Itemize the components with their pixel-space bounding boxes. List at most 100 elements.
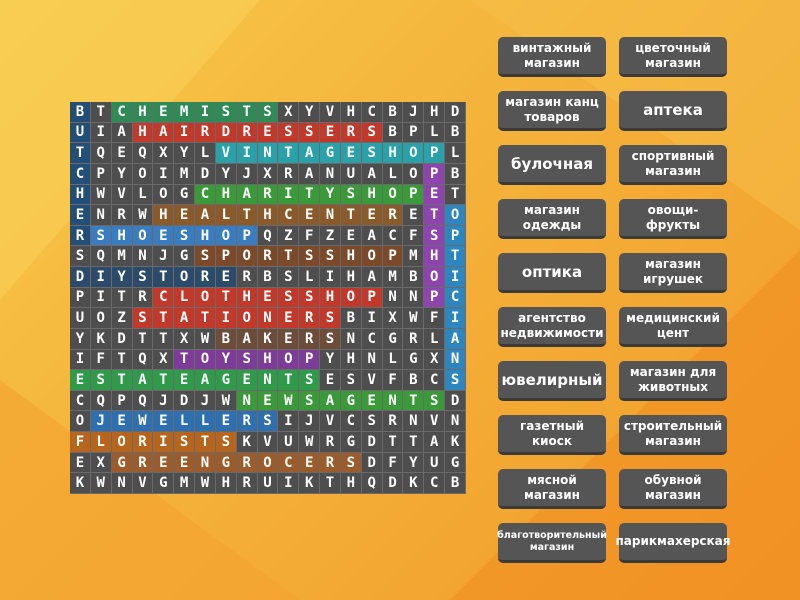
letter-cell[interactable]: A (424, 432, 446, 453)
letter-cell[interactable]: E (403, 205, 425, 226)
letter-cell[interactable]: L (299, 267, 321, 288)
letter-cell[interactable]: W (90, 184, 112, 206)
letter-cell[interactable]: B (257, 267, 279, 288)
letter-cell[interactable]: Z (320, 225, 341, 247)
letter-cell[interactable]: R (278, 163, 300, 185)
letter-cell[interactable]: S (278, 122, 300, 144)
letter-cell[interactable]: N (257, 143, 279, 164)
letter-cell[interactable]: T (153, 308, 175, 329)
letter-cell[interactable]: T (111, 349, 133, 371)
letter-cell[interactable]: W (215, 390, 237, 412)
letter-cell[interactable]: Q (361, 473, 383, 494)
letter-cell[interactable]: K (90, 328, 112, 350)
letter-cell[interactable]: Y (320, 349, 341, 371)
letter-cell[interactable]: T (153, 370, 175, 391)
letter-cell[interactable]: I (445, 308, 466, 329)
letter-cell[interactable]: O (132, 225, 154, 247)
letter-cell[interactable]: P (111, 390, 133, 412)
letter-cell[interactable]: H (236, 287, 258, 309)
word-button[interactable]: благотворительный магазин (497, 523, 607, 563)
letter-cell[interactable]: C (382, 225, 404, 247)
letter-cell[interactable]: H (132, 122, 154, 144)
letter-cell[interactable]: H (424, 246, 446, 268)
letter-cell[interactable]: E (236, 370, 258, 391)
letter-cell[interactable]: D (445, 102, 466, 123)
letter-cell[interactable]: C (424, 473, 446, 494)
letter-cell[interactable]: F (382, 370, 404, 391)
letter-cell[interactable]: P (90, 163, 112, 185)
letter-cell[interactable]: S (340, 452, 362, 474)
letter-cell[interactable]: S (299, 370, 321, 391)
letter-cell[interactable]: R (257, 184, 279, 206)
letter-cell[interactable]: E (299, 452, 321, 474)
letter-cell[interactable]: A (153, 122, 175, 144)
letter-cell[interactable]: E (320, 122, 341, 144)
letter-cell[interactable]: E (70, 452, 91, 474)
letter-cell[interactable]: H (340, 267, 362, 288)
letter-cell[interactable]: G (445, 452, 466, 474)
letter-cell[interactable]: I (278, 184, 300, 206)
letter-cell[interactable]: H (215, 473, 237, 494)
letter-cell[interactable]: F (299, 225, 321, 247)
letter-cell[interactable]: O (111, 432, 133, 453)
letter-cell[interactable]: E (361, 390, 383, 412)
letter-cell[interactable]: P (403, 122, 425, 144)
letter-cell[interactable]: T (195, 308, 216, 329)
letter-cell[interactable]: H (424, 102, 446, 123)
letter-cell[interactable]: R (236, 473, 258, 494)
letter-cell[interactable]: D (361, 432, 383, 453)
letter-cell[interactable]: Q (257, 225, 279, 247)
letter-cell[interactable]: A (195, 205, 216, 226)
letter-cell[interactable]: S (361, 411, 383, 433)
letter-cell[interactable]: X (278, 102, 300, 123)
letter-cell[interactable]: W (132, 411, 154, 433)
letter-cell[interactable]: D (111, 328, 133, 350)
letter-cell[interactable]: B (445, 122, 466, 144)
letter-cell[interactable]: C (278, 452, 300, 474)
letter-cell[interactable]: Z (278, 225, 300, 247)
letter-cell[interactable]: A (361, 225, 383, 247)
letter-cell[interactable]: D (361, 452, 383, 474)
letter-cell[interactable]: I (278, 473, 300, 494)
letter-cell[interactable]: E (257, 122, 279, 144)
letter-cell[interactable]: A (299, 163, 321, 185)
letter-cell[interactable]: C (111, 102, 133, 123)
letter-cell[interactable]: P (424, 163, 446, 185)
letter-cell[interactable]: T (174, 349, 196, 371)
letter-cell[interactable]: D (382, 473, 404, 494)
letter-cell[interactable]: P (236, 225, 258, 247)
letter-cell[interactable]: I (320, 267, 341, 288)
letter-cell[interactable]: C (424, 370, 446, 391)
letter-cell[interactable]: R (382, 205, 404, 226)
letter-cell[interactable]: U (278, 432, 300, 453)
letter-cell[interactable]: N (382, 287, 404, 309)
letter-cell[interactable]: A (361, 163, 383, 185)
letter-cell[interactable]: R (236, 267, 258, 288)
letter-cell[interactable]: T (340, 205, 362, 226)
letter-cell[interactable]: R (111, 205, 133, 226)
letter-cell[interactable]: Q (90, 246, 112, 268)
letter-cell[interactable]: L (215, 205, 237, 226)
letter-cell[interactable]: Y (111, 267, 133, 288)
letter-cell[interactable]: F (90, 349, 112, 371)
word-button[interactable]: газетный киоск (498, 415, 606, 455)
letter-cell[interactable]: S (257, 102, 279, 123)
letter-cell[interactable]: C (361, 102, 383, 123)
letter-cell[interactable]: J (299, 411, 321, 433)
letter-cell[interactable]: S (299, 390, 321, 412)
letter-cell[interactable]: E (174, 205, 196, 226)
letter-cell[interactable]: O (403, 163, 425, 185)
letter-cell[interactable]: G (382, 328, 404, 350)
letter-cell[interactable]: P (299, 349, 321, 371)
letter-cell[interactable]: R (195, 267, 216, 288)
letter-cell[interactable]: G (174, 246, 196, 268)
letter-cell[interactable]: E (153, 411, 175, 433)
letter-cell[interactable]: S (361, 143, 383, 164)
letter-cell[interactable]: J (90, 411, 112, 433)
letter-cell[interactable]: O (90, 308, 112, 329)
letter-cell[interactable]: R (257, 246, 279, 268)
letter-cell[interactable]: K (445, 432, 466, 453)
letter-cell[interactable]: R (236, 452, 258, 474)
letter-cell[interactable]: T (278, 246, 300, 268)
letter-cell[interactable]: S (340, 184, 362, 206)
